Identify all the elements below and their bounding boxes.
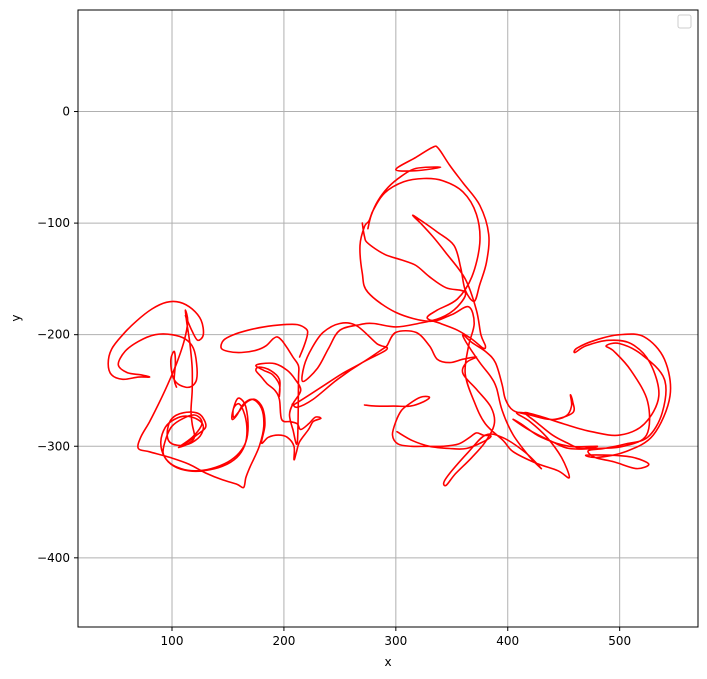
series-line-2 — [137, 309, 322, 489]
x-tick-label: 100 — [161, 634, 184, 648]
y-tick-label: 0 — [62, 105, 70, 119]
x-axis-label: x — [384, 655, 391, 669]
x-tick-label: 300 — [384, 634, 407, 648]
ticks: 100 200 300 400 500 0 −100 −200 −300 −400 — [37, 105, 631, 648]
y-tick-label: −300 — [37, 439, 70, 453]
series-line-3 — [107, 300, 205, 389]
plot-area — [78, 10, 698, 627]
y-axis-label: y — [9, 314, 23, 321]
series-line-1 — [291, 145, 672, 487]
x-tick-label: 500 — [608, 634, 631, 648]
x-tick-label: 400 — [496, 634, 519, 648]
series-line-4 — [363, 395, 492, 450]
x-tick-label: 200 — [272, 634, 295, 648]
y-tick-label: −100 — [37, 216, 70, 230]
grid — [78, 10, 698, 627]
y-tick-label: −200 — [37, 328, 70, 342]
legend-box — [677, 14, 692, 29]
series-layer — [107, 145, 672, 489]
y-tick-label: −400 — [37, 551, 70, 565]
plot-frame — [77, 9, 699, 628]
